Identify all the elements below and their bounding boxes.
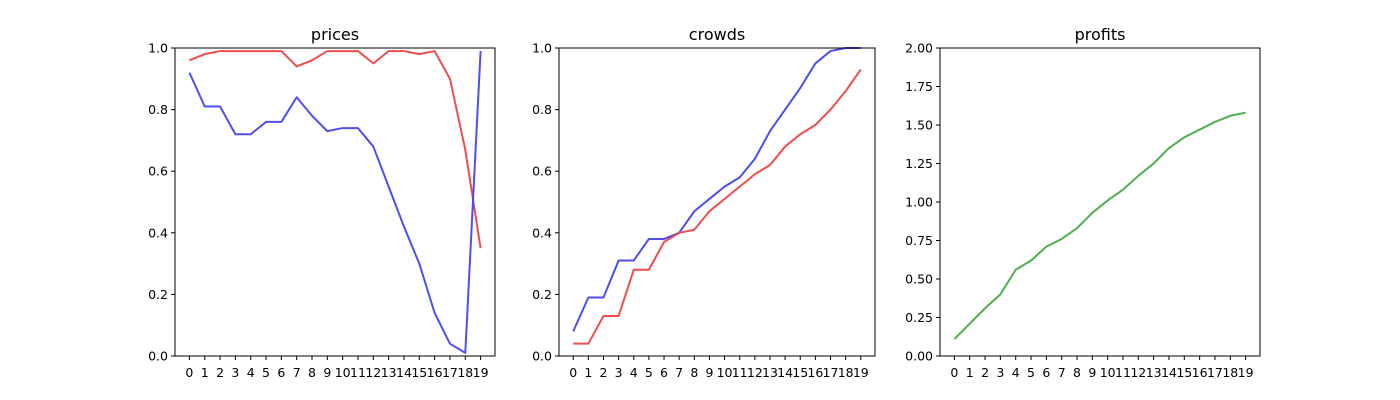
series-line-1 xyxy=(188,51,482,354)
y-tick-label: 1.75 xyxy=(905,79,933,94)
x-tick-label: 14 xyxy=(777,365,793,380)
y-tick-label: 0.6 xyxy=(148,164,168,179)
y-tick-label: 0.25 xyxy=(905,310,933,325)
chart-title: profits xyxy=(1075,25,1126,44)
x-tick-label: 15 xyxy=(792,365,808,380)
x-tick-label: 14 xyxy=(396,365,412,380)
x-tick-label: 11 xyxy=(350,365,366,380)
x-tick-label: 0 xyxy=(950,365,958,380)
x-tick-label: 7 xyxy=(293,365,301,380)
chart-prices: prices 0.00.20.40.60.81.0 0 1 2 3 4 5 6 7 8 9 10 11… xyxy=(148,25,496,380)
x-tick-label: 6 xyxy=(660,365,668,380)
x-tick-label: 7 xyxy=(675,365,683,380)
x-tick-label: 16 xyxy=(427,365,443,380)
axes-frame xyxy=(939,47,1261,357)
y-tick-label: 0.2 xyxy=(148,287,168,302)
x-tick-label: 1 xyxy=(584,365,592,380)
y-tick-label: 1.0 xyxy=(148,41,168,56)
y-tick-label: 1.00 xyxy=(905,195,933,210)
x-tick-label: 9 xyxy=(323,365,331,380)
x-tick-label: 12 xyxy=(365,365,381,380)
chart-profits: profits 0.00 0.25 0.50 0.75 1.00 1.25 1.50 1.75… xyxy=(905,25,1261,380)
x-tick-label: 1 xyxy=(966,365,974,380)
y-tick-label: 0.50 xyxy=(905,272,933,287)
x-tick-label: 5 xyxy=(1027,365,1035,380)
series-line-1 xyxy=(573,68,862,345)
x-tick-label: 19 xyxy=(1238,365,1254,380)
x-tick-label: 5 xyxy=(262,365,270,380)
x-tick-label: 16 xyxy=(1192,365,1208,380)
axes-frame xyxy=(174,47,496,357)
y-tick-label: 1.0 xyxy=(532,41,552,56)
axes-frame xyxy=(558,47,876,357)
x-tick-label: 9 xyxy=(1088,365,1096,380)
x-tick-label: 11 xyxy=(732,365,748,380)
y-tick-label: 0.6 xyxy=(532,164,552,179)
y-tick-label: 2.00 xyxy=(905,41,933,56)
x-tick-label: 14 xyxy=(1161,365,1177,380)
y-tick-label: 0.00 xyxy=(905,349,933,364)
y-tick-label: 0.75 xyxy=(905,233,933,248)
x-tick-label: 10 xyxy=(1100,365,1116,380)
y-tick-label: 1.50 xyxy=(905,118,933,133)
x-tick-label: 3 xyxy=(231,365,239,380)
y-tick-label: 0.8 xyxy=(532,102,552,117)
x-tick-label: 3 xyxy=(615,365,623,380)
x-tick-label: 18 xyxy=(457,365,473,380)
x-tick-label: 8 xyxy=(1073,365,1081,380)
y-tick-label: 1.25 xyxy=(905,156,933,171)
x-tick-label: 10 xyxy=(717,365,733,380)
chart-title: prices xyxy=(311,25,359,44)
x-tick-label: 7 xyxy=(1058,365,1066,380)
x-tick-label: 8 xyxy=(308,365,316,380)
chart-title: crowds xyxy=(689,25,745,44)
x-tick-label: 4 xyxy=(1012,365,1020,380)
y-tick-label: 0.0 xyxy=(148,349,168,364)
x-tick-label: 8 xyxy=(690,365,698,380)
x-tick-label: 6 xyxy=(277,365,285,380)
y-tick-label: 0.2 xyxy=(532,287,552,302)
x-tick-label: 4 xyxy=(630,365,638,380)
x-tick-label: 18 xyxy=(1222,365,1238,380)
chart-crowds: crowds 0.00.20.40.60.81.0 0 1 2 3 4 5 6 7 8 9 10 11… xyxy=(532,25,876,380)
y-tick-label: 0.4 xyxy=(532,225,552,240)
x-tick-label: 11 xyxy=(1115,365,1131,380)
x-tick-label: 18 xyxy=(838,365,854,380)
x-tick-label: 17 xyxy=(823,365,839,380)
x-tick-label: 10 xyxy=(335,365,351,380)
series-line-0 xyxy=(572,47,861,332)
x-tick-label: 13 xyxy=(1146,365,1162,380)
x-tick-label: 16 xyxy=(807,365,823,380)
x-tick-label: 4 xyxy=(247,365,255,380)
x-tick-label: 12 xyxy=(1130,365,1146,380)
x-tick-label: 6 xyxy=(1042,365,1050,380)
series-line-0 xyxy=(189,50,482,249)
x-tick-label: 0 xyxy=(569,365,577,380)
series-line-0 xyxy=(953,111,1246,340)
x-tick-label: 0 xyxy=(185,365,193,380)
x-tick-label: 13 xyxy=(762,365,778,380)
x-tick-label: 2 xyxy=(981,365,989,380)
x-tick-label: 19 xyxy=(853,365,869,380)
x-tick-label: 2 xyxy=(216,365,224,380)
y-tick-label: 0.4 xyxy=(148,225,168,240)
y-tick-label: 0.8 xyxy=(148,102,168,117)
x-tick-label: 1 xyxy=(201,365,209,380)
x-tick-label: 12 xyxy=(747,365,763,380)
x-tick-label: 15 xyxy=(411,365,427,380)
x-tick-label: 17 xyxy=(442,365,458,380)
y-tick-label: 0.0 xyxy=(532,349,552,364)
x-tick-label: 15 xyxy=(1176,365,1192,380)
x-tick-label: 5 xyxy=(645,365,653,380)
x-tick-label: 13 xyxy=(381,365,397,380)
x-tick-label: 19 xyxy=(473,365,489,380)
x-tick-label: 17 xyxy=(1207,365,1223,380)
x-tick-label: 2 xyxy=(600,365,608,380)
x-tick-label: 3 xyxy=(996,365,1004,380)
x-tick-label: 9 xyxy=(705,365,713,380)
